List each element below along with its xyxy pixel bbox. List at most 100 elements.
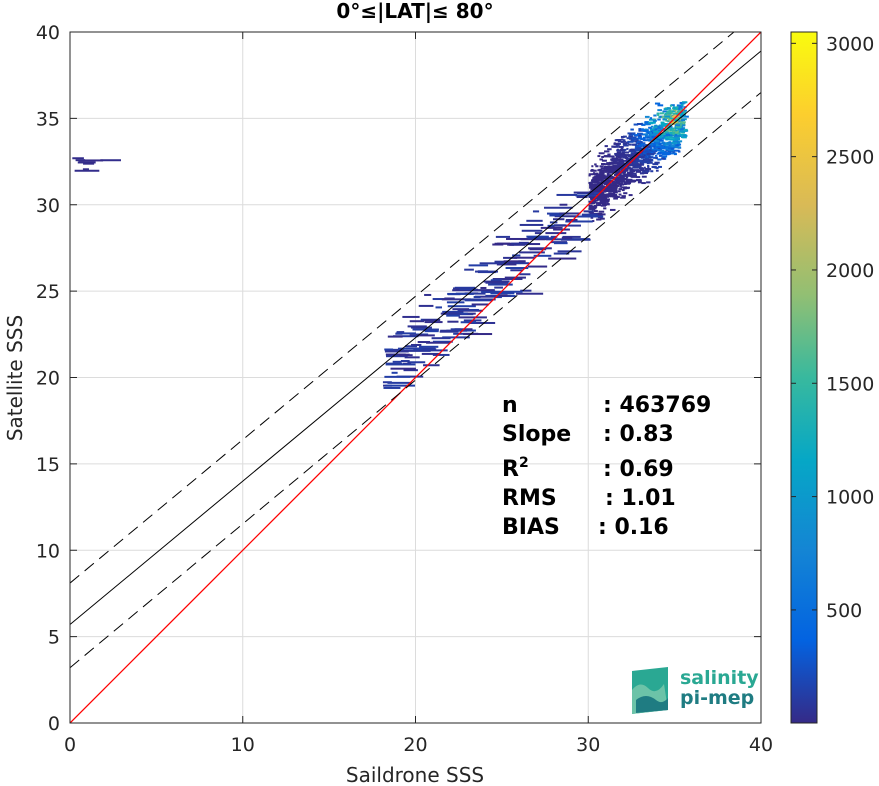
- density-cell: [594, 184, 598, 187]
- density-cell: [485, 281, 509, 284]
- density-cell: [596, 181, 603, 184]
- density-cell: [635, 170, 642, 173]
- density-cell: [592, 195, 596, 198]
- density-cell: [672, 106, 676, 109]
- density-cell: [608, 155, 615, 158]
- density-cell: [666, 111, 671, 114]
- density-cell: [599, 195, 605, 198]
- density-cell: [598, 152, 605, 155]
- density-cell: [565, 219, 578, 222]
- density-cell: [616, 142, 621, 145]
- density-cell: [672, 129, 675, 132]
- density-cell: [660, 121, 665, 124]
- density-cell: [619, 164, 623, 167]
- density-cell: [629, 171, 634, 174]
- density-cell: [596, 173, 602, 176]
- density-cell: [638, 128, 642, 131]
- density-cell: [650, 125, 654, 128]
- density-cell: [549, 214, 565, 217]
- density-cell: [660, 149, 665, 152]
- density-cell: [611, 185, 618, 188]
- density-cell: [652, 135, 658, 138]
- density-cell: [668, 152, 672, 155]
- density-cell: [588, 181, 593, 184]
- density-cell: [669, 138, 675, 141]
- density-cell: [633, 161, 638, 164]
- density-cell: [680, 119, 686, 122]
- density-cell: [480, 286, 487, 289]
- density-cell: [488, 283, 513, 286]
- density-cell: [635, 143, 638, 146]
- density-cell: [605, 188, 611, 191]
- density-cell: [646, 152, 653, 155]
- density-cell: [591, 208, 596, 211]
- density-cell: [657, 149, 663, 152]
- density-cell: [672, 112, 676, 115]
- density-cell: [447, 292, 474, 295]
- density-cell: [576, 196, 588, 199]
- density-cell: [595, 214, 602, 217]
- density-cell: [613, 191, 618, 194]
- density-cell: [651, 150, 658, 153]
- density-cell: [590, 193, 596, 196]
- density-cell: [675, 144, 679, 147]
- density-cell: [609, 187, 613, 190]
- density-cell: [452, 308, 470, 311]
- density-cell: [654, 124, 658, 127]
- density-cell: [100, 159, 121, 162]
- density-cell: [426, 341, 450, 344]
- density-cell: [405, 345, 417, 348]
- density-cell: [628, 157, 634, 160]
- density-cell: [670, 104, 675, 107]
- density-cell: [444, 297, 455, 300]
- density-cell: [672, 131, 676, 134]
- density-cell: [527, 237, 557, 240]
- density-cell: [595, 172, 599, 175]
- density-cell: [632, 158, 636, 161]
- density-cell: [546, 212, 570, 215]
- density-cell: [588, 173, 593, 176]
- density-cell: [611, 157, 618, 160]
- density-cell: [603, 200, 607, 203]
- density-cell: [623, 167, 628, 170]
- density-cell: [505, 267, 529, 270]
- density-cell: [591, 180, 598, 183]
- density-cell: [410, 343, 422, 346]
- density-cell: [596, 218, 602, 221]
- density-cell: [650, 131, 654, 134]
- density-cell: [526, 219, 543, 222]
- density-cell: [672, 134, 678, 137]
- density-cell: [671, 141, 675, 144]
- density-cell: [621, 163, 626, 166]
- density-cell: [653, 130, 659, 133]
- stat-slope-value: : 0.83: [603, 422, 674, 447]
- density-cell: [600, 175, 604, 178]
- density-cell: [666, 110, 671, 113]
- density-cell: [598, 168, 603, 171]
- density-cell: [673, 107, 679, 110]
- density-cell: [390, 367, 416, 370]
- density-cell: [606, 193, 613, 196]
- density-cell: [483, 280, 509, 283]
- density-cell: [612, 167, 616, 170]
- density-cell: [609, 185, 614, 188]
- density-cell: [599, 172, 604, 175]
- density-cell: [671, 149, 676, 152]
- density-cell: [593, 210, 598, 213]
- density-cell: [673, 142, 677, 145]
- density-cell: [644, 161, 650, 164]
- density-cell: [626, 137, 632, 140]
- density-cell: [626, 162, 630, 165]
- density-cell: [655, 141, 661, 144]
- y-tick-label: 0: [48, 713, 60, 735]
- density-cell: [683, 115, 689, 118]
- y-tick-label: 35: [36, 108, 60, 130]
- density-cell: [516, 292, 544, 295]
- density-cell: [673, 135, 679, 138]
- density-cell: [641, 168, 645, 171]
- stat-r2-value: : 0.69: [603, 457, 674, 482]
- density-cell: [661, 135, 664, 138]
- density-cell: [660, 145, 665, 148]
- density-cell: [618, 145, 624, 148]
- density-cell: [641, 175, 647, 178]
